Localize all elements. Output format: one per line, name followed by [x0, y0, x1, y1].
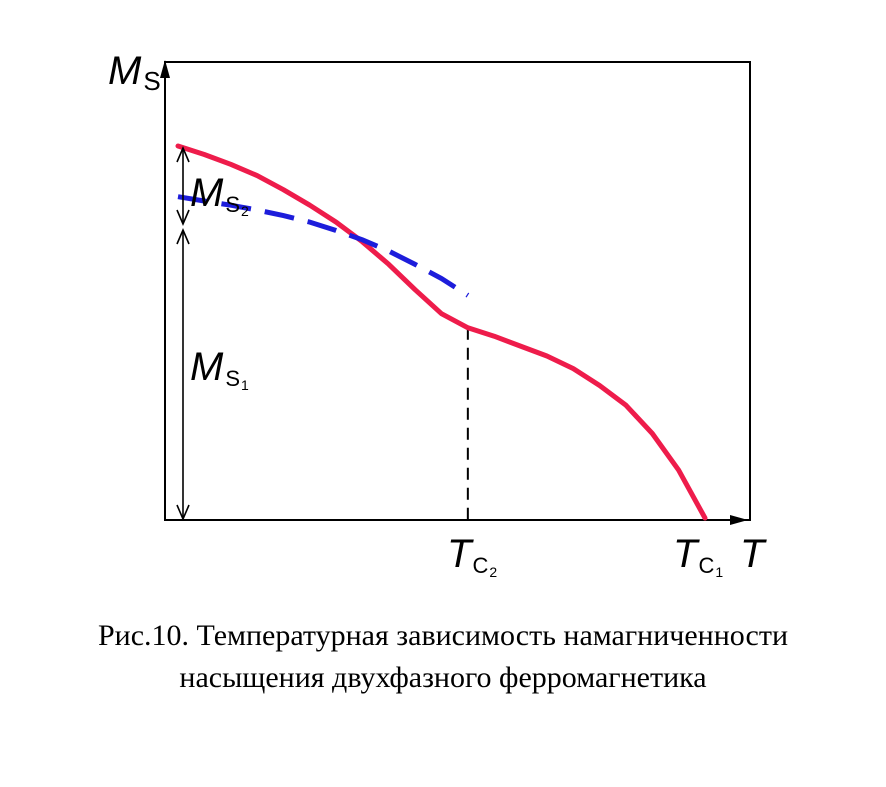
y-axis-arrowhead	[160, 60, 170, 78]
ms2-label: MS2	[190, 171, 249, 219]
ms1-label: MS1	[190, 345, 249, 393]
series-total-line	[175, 143, 708, 521]
x-axis-label: T	[740, 532, 767, 576]
figure-caption-line-1: Рис.10. Температурная зависимость намагн…	[97, 619, 789, 652]
figure-caption-line-2: насыщения двухфазного ферромагнетика	[179, 661, 707, 694]
x-axis-arrowhead	[730, 515, 748, 525]
y-axis-label-main: M	[108, 49, 142, 93]
ms1-span-arrow	[176, 227, 190, 522]
y-axis-label-sub: S	[143, 66, 160, 96]
y-axis-label: MS	[108, 49, 161, 96]
series-phase1-line	[177, 194, 470, 298]
x-tick-label-tc1: TC1	[673, 532, 723, 580]
x-tick-label-tc2: TC2	[447, 532, 497, 580]
ms2-span-arrow	[176, 145, 190, 227]
